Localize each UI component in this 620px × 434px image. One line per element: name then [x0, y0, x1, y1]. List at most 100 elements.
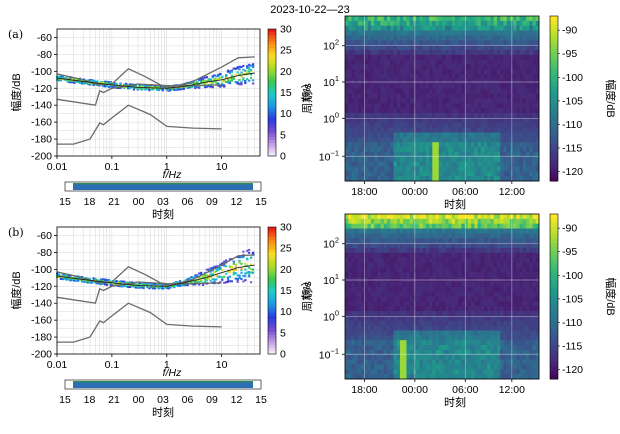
spectrogram-cell	[458, 88, 462, 95]
spectrogram-cell	[380, 281, 385, 288]
psd-density-cell	[127, 284, 130, 287]
spectrogram-cell	[438, 108, 443, 114]
spectrogram-cell	[442, 98, 446, 104]
spectrogram-cell	[432, 306, 436, 312]
spectrogram-cell	[532, 286, 537, 293]
spectrogram-cell	[467, 214, 472, 220]
spectrogram-cell	[448, 40, 453, 46]
spectrogram-cell	[354, 171, 359, 177]
spectrogram-cell	[393, 223, 398, 229]
spectrogram-cell	[471, 262, 475, 268]
psd-colorbar-segment	[268, 89, 276, 93]
spectrogram-cell	[422, 83, 427, 90]
spectrogram-cell	[390, 30, 394, 36]
spectrogram-cell	[361, 132, 365, 138]
spectrogram-cell	[513, 306, 517, 312]
spectrogram-cell	[354, 117, 359, 124]
spectrogram-cell	[351, 262, 356, 268]
spectrogram-cell	[387, 301, 391, 307]
time-tick-label: 09	[206, 196, 218, 208]
spectrogram-cell	[448, 127, 453, 133]
spectrogram-cell	[500, 83, 504, 90]
spectrogram-cell	[529, 103, 533, 109]
spectrogram-cell	[493, 54, 498, 61]
spectrogram-cell	[377, 267, 381, 273]
spectrogram-cell	[513, 315, 517, 322]
psd-density-cell	[121, 280, 124, 283]
spectrogram-cell	[496, 20, 501, 27]
spectrogram-cell	[461, 306, 466, 312]
spectrogram-cell	[484, 69, 488, 75]
spectrogram-cell	[516, 25, 520, 31]
spectrogram-cell	[425, 64, 430, 70]
psd-density-cell	[61, 278, 64, 281]
spectrogram-cell	[480, 296, 485, 302]
spectrogram-cell	[357, 59, 362, 65]
spectrogram-cell	[409, 117, 414, 124]
spectrogram-cell	[361, 93, 365, 99]
psd-density-cell	[96, 282, 99, 285]
spectrogram-cell	[393, 156, 398, 162]
spectrogram-cell	[526, 108, 530, 114]
spectrogram-cell	[351, 127, 356, 133]
spectrogram-cell	[484, 137, 488, 143]
psd-colorbar-segment	[268, 255, 276, 260]
spectrogram-cell	[390, 281, 394, 288]
spectrogram-cell	[351, 257, 356, 263]
psd-density-cell	[84, 279, 88, 282]
spectrogram-cell	[467, 54, 472, 61]
spectrogram-cell	[429, 40, 433, 46]
spectrogram-cell	[357, 35, 362, 41]
spectrogram-cell	[519, 49, 524, 56]
spectrogram-cell	[367, 257, 372, 263]
spectrogram-cell	[403, 252, 407, 259]
spectrogram-cell	[348, 20, 352, 27]
spectrogram-cell	[526, 132, 530, 138]
spectrogram-cell	[432, 142, 436, 148]
spectrogram-cell	[367, 247, 372, 254]
spectrogram-cell	[500, 142, 504, 148]
psd-density-cell	[203, 80, 207, 83]
spectrogram-cell	[464, 88, 469, 95]
psd-density-cell	[200, 271, 203, 274]
spectrogram-cell	[396, 147, 401, 153]
psd-density-cell	[186, 278, 189, 281]
spectrogram-cell	[487, 98, 491, 104]
spectrogram-cell	[409, 132, 414, 138]
psd-density-cell	[63, 77, 66, 80]
spectrogram-cell	[448, 25, 453, 31]
spectrogram-cell	[357, 223, 362, 229]
psd-density-cell	[157, 285, 161, 288]
spectrogram-cell	[403, 93, 407, 99]
spectrogram-cell	[351, 103, 356, 109]
spectrogram-cell	[416, 214, 420, 220]
spectrogram-cell	[458, 214, 462, 220]
spectrogram-cell	[464, 247, 469, 254]
psd-density-cell	[148, 285, 151, 288]
spectrogram-cell	[474, 83, 478, 90]
spectrogram-cell	[393, 137, 398, 143]
spectrogram-cell	[406, 16, 411, 22]
spectrogram-cell	[406, 296, 411, 302]
spectrogram-cell	[526, 238, 530, 244]
psd-density-cell	[88, 79, 91, 82]
spectrogram-cell	[345, 98, 349, 104]
spectrogram-cell	[367, 223, 372, 229]
spectrogram-cell	[500, 54, 504, 61]
spectrogram-cell	[432, 176, 436, 182]
psd-line-nhnm	[56, 56, 255, 89]
spectrogram-cell	[403, 127, 407, 133]
spectrogram-cell	[532, 166, 537, 172]
spectrogram-cell	[535, 281, 540, 288]
spectrogram-cell	[367, 59, 372, 65]
psd-density-cell	[128, 286, 132, 289]
spectrogram-cell	[370, 40, 375, 46]
spectrogram-cell	[451, 40, 456, 46]
spectrogram-cell	[493, 147, 498, 153]
psd-density-cell	[223, 281, 226, 284]
spectrogram-cell	[454, 83, 459, 90]
spectrogram-cell	[361, 257, 365, 263]
psd-density-cell	[213, 278, 216, 281]
spectrogram-cell	[409, 223, 414, 229]
spectrogram-cell	[487, 16, 491, 22]
